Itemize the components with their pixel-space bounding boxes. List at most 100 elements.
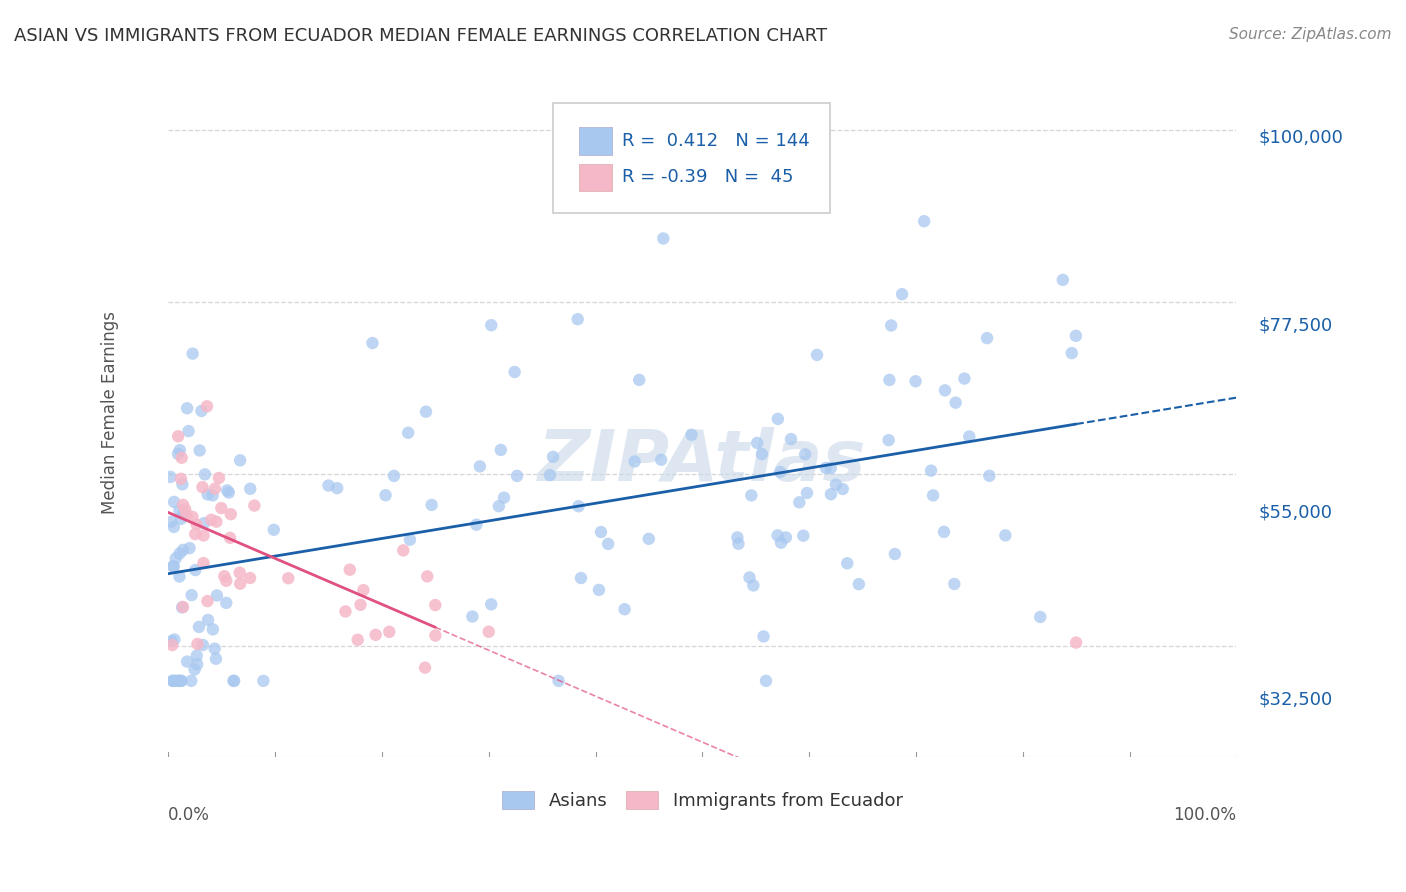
Point	[190, 404, 212, 418]
Point	[239, 571, 262, 585]
Point	[877, 433, 900, 447]
Point	[506, 469, 529, 483]
Point	[613, 602, 636, 616]
Point	[188, 443, 211, 458]
Point	[186, 648, 208, 663]
Text: 0.0%: 0.0%	[169, 805, 209, 823]
Point	[326, 481, 349, 495]
Point	[205, 589, 228, 603]
Point	[932, 524, 955, 539]
Point	[747, 436, 769, 450]
Point	[170, 673, 193, 688]
Point	[478, 624, 501, 639]
FancyBboxPatch shape	[579, 127, 612, 154]
Point	[205, 515, 228, 529]
Point	[794, 447, 817, 461]
Point	[465, 517, 488, 532]
Point	[186, 657, 208, 672]
Point	[184, 527, 207, 541]
Point	[976, 331, 998, 345]
Point	[160, 634, 183, 648]
Point	[167, 673, 190, 688]
Point	[229, 453, 252, 467]
Point	[567, 312, 589, 326]
Point	[214, 569, 236, 583]
Point	[769, 465, 792, 479]
Point	[204, 641, 226, 656]
Text: Source: ZipAtlas.com: Source: ZipAtlas.com	[1229, 27, 1392, 42]
Point	[814, 461, 837, 475]
Text: $100,000: $100,000	[1258, 129, 1343, 147]
Point	[224, 673, 246, 688]
Point	[598, 537, 620, 551]
Point	[167, 447, 190, 461]
Point	[229, 576, 252, 591]
Point	[725, 530, 748, 544]
Text: R = -0.39   N =  45: R = -0.39 N = 45	[623, 169, 794, 186]
Point	[392, 543, 415, 558]
Point	[186, 637, 208, 651]
Point	[197, 487, 219, 501]
Point	[163, 495, 186, 509]
Point	[425, 598, 447, 612]
Point	[169, 673, 191, 688]
Point	[994, 528, 1017, 542]
Point	[172, 599, 194, 614]
Point	[547, 673, 569, 688]
Point	[169, 547, 191, 561]
Point	[163, 632, 186, 647]
Point	[162, 673, 184, 688]
Point	[1052, 273, 1074, 287]
Point	[177, 424, 200, 438]
Point	[740, 488, 762, 502]
Point	[160, 515, 183, 529]
Point	[181, 346, 204, 360]
Point	[769, 535, 792, 549]
Point	[176, 655, 198, 669]
Point	[775, 531, 797, 545]
Point	[1060, 346, 1083, 360]
Point	[374, 488, 396, 502]
Point	[796, 486, 818, 500]
Point	[243, 499, 266, 513]
Text: ASIAN VS IMMIGRANTS FROM ECUADOR MEDIAN FEMALE EARNINGS CORRELATION CHART: ASIAN VS IMMIGRANTS FROM ECUADOR MEDIAN …	[14, 27, 827, 45]
Point	[263, 523, 285, 537]
Point	[215, 596, 238, 610]
Point	[789, 495, 811, 509]
Point	[461, 609, 484, 624]
Point	[208, 471, 231, 485]
Point	[751, 447, 773, 461]
Point	[318, 478, 340, 492]
Point	[364, 628, 387, 642]
Point	[943, 577, 966, 591]
Point	[681, 427, 703, 442]
Point	[339, 563, 361, 577]
Point	[820, 461, 842, 475]
Point	[163, 559, 186, 574]
Point	[187, 620, 209, 634]
Point	[162, 559, 184, 574]
Point	[415, 405, 437, 419]
Point	[170, 512, 193, 526]
Point	[176, 508, 198, 522]
Point	[170, 450, 193, 465]
Point	[219, 507, 242, 521]
Point	[209, 501, 232, 516]
Point	[361, 336, 384, 351]
Point	[922, 488, 945, 502]
Point	[222, 673, 245, 688]
Point	[169, 443, 191, 458]
Point	[172, 600, 194, 615]
Point	[420, 498, 443, 512]
Text: ZIPAtlas: ZIPAtlas	[538, 426, 866, 496]
Point	[162, 638, 184, 652]
Point	[180, 673, 202, 688]
Point	[1029, 610, 1052, 624]
Point	[197, 594, 219, 608]
Point	[652, 231, 675, 245]
Point	[197, 613, 219, 627]
Point	[934, 384, 956, 398]
Point	[163, 520, 186, 534]
Point	[169, 503, 191, 517]
Point	[766, 412, 789, 426]
